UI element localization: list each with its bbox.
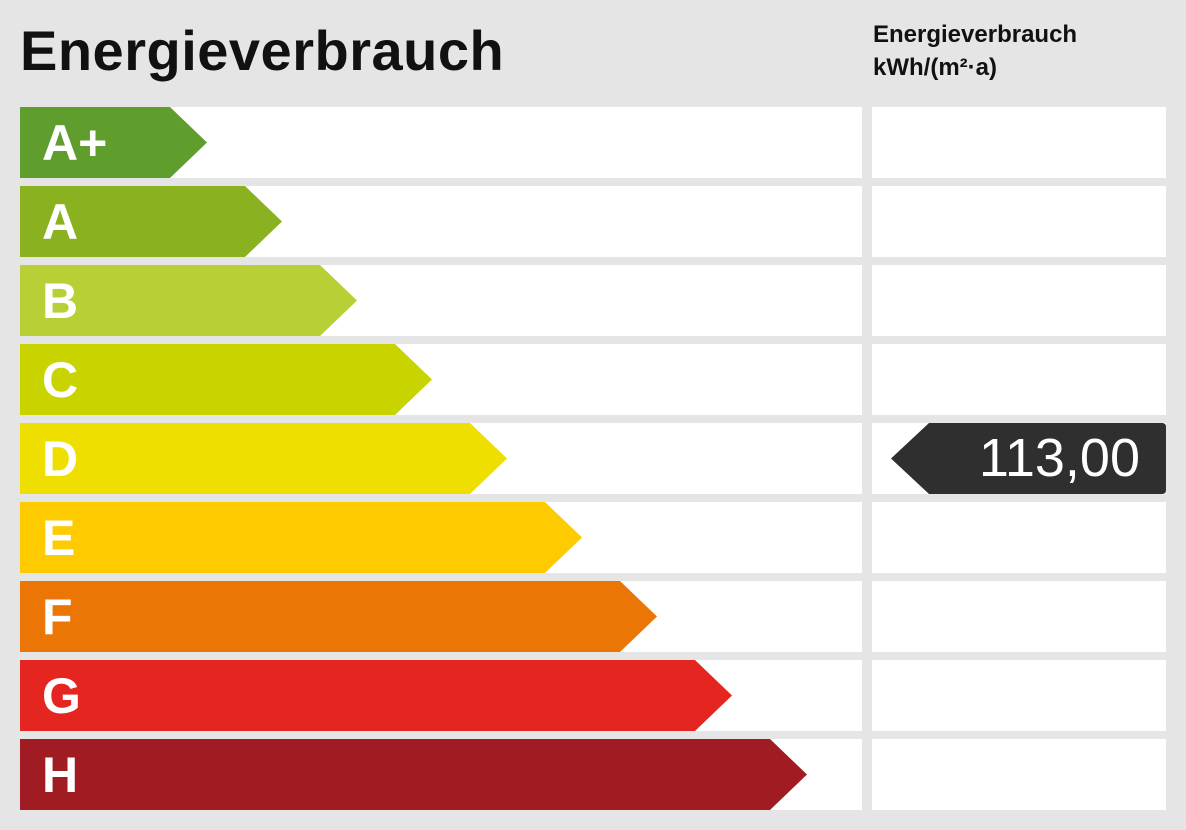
energy-class-arrow: [20, 265, 357, 336]
label-title: Energieverbrauch: [20, 19, 505, 82]
value-cell: [872, 660, 1166, 731]
energy-class-label: G: [42, 668, 81, 724]
energy-class-label: E: [42, 510, 76, 566]
energy-class-label: D: [42, 431, 79, 487]
energy-class-row: B: [20, 265, 862, 336]
value-cell: [872, 581, 1166, 652]
energy-class-arrow: [20, 581, 657, 652]
energy-class-arrow: [20, 502, 582, 573]
energy-class-row: F: [20, 581, 862, 652]
column-header: Energieverbrauch kWh/(m²·a): [873, 18, 1077, 84]
energy-class-label: B: [42, 273, 79, 329]
energy-class-label: F: [42, 589, 73, 645]
consumption-indicator: 113,00: [891, 423, 1166, 494]
column-header-title: Energieverbrauch: [873, 21, 1078, 48]
energy-class-row: A+: [20, 107, 862, 178]
energy-class-label: A: [42, 194, 79, 250]
energy-class-arrow: [20, 186, 282, 257]
value-cell: [872, 107, 1166, 178]
energy-class-label: A+: [42, 115, 108, 171]
energy-class-row: A: [20, 186, 862, 257]
energy-class-arrow: [20, 660, 732, 731]
energy-class-row: C: [20, 344, 862, 415]
energy-class-row: H: [20, 739, 862, 810]
energy-class-row: G: [20, 660, 862, 731]
consumption-value: 113,00: [978, 428, 1140, 488]
value-cell: [872, 265, 1166, 336]
energy-class-row: D: [20, 423, 862, 494]
value-cell: [872, 186, 1166, 257]
energy-class-label: H: [42, 747, 79, 803]
value-cell: [872, 502, 1166, 573]
energy-class-label: C: [42, 352, 79, 408]
energy-class-arrow: [20, 107, 207, 178]
energy-class-arrow: [20, 739, 807, 810]
energy-class-arrow: [20, 344, 432, 415]
energy-class-arrow: [20, 423, 507, 494]
indicator-arrow-shape: [891, 423, 1166, 494]
value-cell: [872, 344, 1166, 415]
column-header-unit: kWh/(m²·a): [873, 54, 997, 81]
value-cell: [872, 739, 1166, 810]
energy-class-row: E: [20, 502, 862, 573]
